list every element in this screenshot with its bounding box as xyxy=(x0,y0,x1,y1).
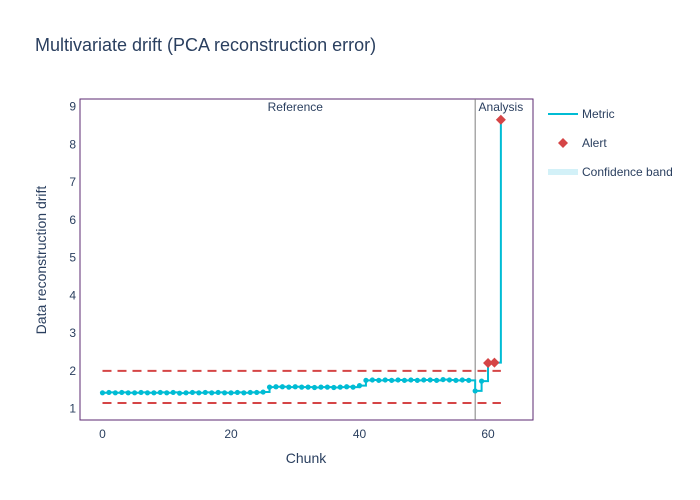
metric-point xyxy=(344,384,350,390)
y-tick-label: 9 xyxy=(69,100,76,114)
y-tick-label: 8 xyxy=(69,137,76,151)
metric-point xyxy=(440,376,446,383)
y-tick-label: 6 xyxy=(69,213,76,227)
metric-point xyxy=(389,377,395,383)
metric-point xyxy=(427,377,433,383)
metric-point xyxy=(176,390,183,396)
metric-point xyxy=(453,377,459,383)
metric-point xyxy=(369,377,375,383)
metric-point xyxy=(260,389,266,395)
metric-point xyxy=(215,389,221,396)
metric-point xyxy=(144,390,151,396)
metric-point xyxy=(151,390,157,396)
metric-point xyxy=(196,390,202,396)
metric-point xyxy=(99,390,106,396)
metric-point xyxy=(132,390,138,396)
alert-marker xyxy=(483,357,494,368)
metric-point xyxy=(254,389,260,396)
metric-point xyxy=(234,389,241,396)
legend: Metric Alert Confidence band xyxy=(548,107,673,179)
metric-point xyxy=(466,377,472,383)
legend-label: Metric xyxy=(582,107,615,121)
chart-title: Multivariate drift (PCA reconstruction e… xyxy=(35,35,376,55)
x-axis-ticks: 0 20 40 60 xyxy=(99,427,495,441)
legend-band-swatch xyxy=(548,169,578,175)
threshold-lines xyxy=(102,369,501,405)
metric-point xyxy=(189,389,196,396)
legend-label: Confidence band xyxy=(582,165,673,179)
metric-point xyxy=(446,377,453,383)
metric-point xyxy=(183,390,189,396)
legend-label: Alert xyxy=(582,136,607,150)
y-tick-label: 4 xyxy=(69,288,76,302)
metric-point xyxy=(299,384,305,390)
metric-point xyxy=(266,384,273,390)
metric-point xyxy=(209,390,215,396)
period-divider: Reference Analysis xyxy=(268,99,524,420)
metric-point xyxy=(138,389,144,396)
x-tick-label: 20 xyxy=(224,427,238,441)
period-label-0: Reference xyxy=(268,100,324,114)
metric-point xyxy=(164,390,170,396)
x-axis-label: Chunk xyxy=(286,450,327,466)
metric-point xyxy=(318,384,324,390)
y-tick-label: 7 xyxy=(69,175,76,189)
metric-point xyxy=(331,384,337,391)
metric-point xyxy=(459,377,465,383)
y-axis-label: Data reconstruction drift xyxy=(33,186,49,335)
plot-area xyxy=(79,98,534,421)
period-label-1: Analysis xyxy=(479,100,524,114)
metric-point xyxy=(350,384,356,390)
metric-point xyxy=(157,389,163,396)
y-tick-label: 3 xyxy=(69,326,76,340)
metric-point xyxy=(228,390,234,396)
metric-point xyxy=(434,377,440,383)
metric-point xyxy=(324,384,330,390)
metric-point xyxy=(401,377,408,383)
metric-point xyxy=(376,377,382,383)
metric-point xyxy=(247,389,253,396)
metric-point xyxy=(279,384,286,390)
y-tick-label: 5 xyxy=(69,251,76,265)
y-tick-label: 2 xyxy=(69,364,76,378)
alert-marker xyxy=(489,357,500,368)
metric-point xyxy=(363,377,369,383)
metric-point xyxy=(356,383,363,389)
metric-point xyxy=(286,384,292,390)
metric-point xyxy=(125,390,131,396)
metric-point xyxy=(421,377,427,383)
alert-series xyxy=(483,114,506,368)
metric-point xyxy=(273,384,279,390)
legend-alert-swatch xyxy=(558,138,568,148)
x-tick-label: 40 xyxy=(353,427,367,441)
metric-series xyxy=(99,117,504,396)
alert-marker xyxy=(495,114,506,125)
metric-point xyxy=(382,377,388,383)
metric-point xyxy=(106,389,112,396)
metric-point xyxy=(119,389,125,396)
metric-point xyxy=(414,377,420,383)
y-tick-label: 1 xyxy=(69,402,76,416)
metric-point xyxy=(170,389,176,396)
metric-point xyxy=(472,388,478,394)
metric-point xyxy=(241,390,247,396)
y-axis-ticks: 1 2 3 4 5 6 7 8 9 xyxy=(69,100,76,416)
metric-point xyxy=(395,377,401,383)
x-tick-label: 60 xyxy=(481,427,495,441)
metric-point xyxy=(292,384,298,390)
metric-point xyxy=(112,390,118,396)
metric-point xyxy=(221,390,228,396)
metric-point xyxy=(408,377,414,383)
metric-point xyxy=(202,389,208,396)
x-tick-label: 0 xyxy=(99,427,106,441)
metric-point xyxy=(305,384,311,390)
metric-point xyxy=(311,384,318,391)
metric-point xyxy=(478,378,485,384)
metric-point xyxy=(337,384,343,390)
